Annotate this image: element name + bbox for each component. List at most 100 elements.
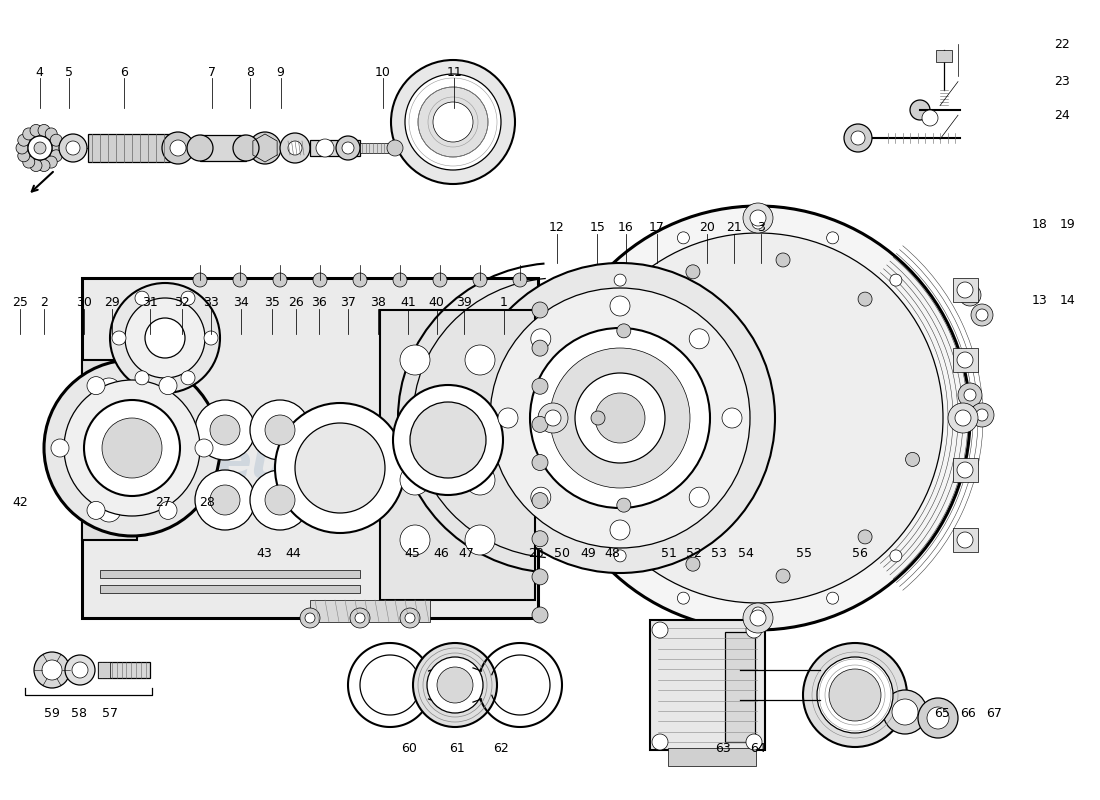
Circle shape [210,485,240,515]
Circle shape [532,302,548,318]
Bar [310,140,360,156]
Circle shape [305,613,315,623]
Text: 43: 43 [256,547,272,560]
Circle shape [550,348,690,488]
Circle shape [905,453,920,466]
Circle shape [400,525,430,555]
Bar [98,662,150,678]
Circle shape [135,291,149,305]
Circle shape [922,110,938,126]
Circle shape [353,273,367,287]
Text: 18: 18 [1032,218,1047,230]
Circle shape [195,439,213,457]
Text: 25: 25 [12,296,28,309]
Circle shape [722,408,742,428]
Circle shape [97,498,121,522]
Circle shape [686,557,700,571]
Circle shape [355,613,365,623]
Circle shape [39,125,50,137]
Circle shape [280,133,310,163]
Text: 27: 27 [155,496,170,509]
Circle shape [45,156,57,168]
Circle shape [400,345,430,375]
Circle shape [948,403,978,433]
Circle shape [393,273,407,287]
Circle shape [59,134,87,162]
Text: 40: 40 [429,296,444,309]
Circle shape [957,462,974,478]
Text: 38: 38 [371,296,386,309]
Text: 30: 30 [76,296,91,309]
Circle shape [776,253,790,267]
Circle shape [957,282,974,298]
Bar [936,50,952,62]
Circle shape [97,458,121,482]
Circle shape [776,569,790,583]
Text: 24: 24 [1054,109,1069,122]
Circle shape [145,318,185,358]
Text: 36: 36 [311,296,327,309]
Circle shape [829,669,881,721]
Text: 51: 51 [661,547,676,560]
Circle shape [958,383,982,407]
Circle shape [110,283,220,393]
Text: 2: 2 [40,296,48,309]
Circle shape [52,142,64,154]
Circle shape [170,140,186,156]
Text: 31: 31 [142,296,157,309]
Circle shape [336,136,360,160]
Text: 13: 13 [1032,294,1047,306]
Circle shape [42,660,62,680]
Bar [725,632,755,742]
Circle shape [427,657,483,713]
Text: 65: 65 [934,707,949,720]
Bar [200,135,246,161]
Circle shape [617,324,630,338]
Circle shape [970,403,994,427]
Circle shape [182,371,195,385]
Circle shape [187,135,213,161]
Text: 54: 54 [738,547,754,560]
Circle shape [473,273,487,287]
Circle shape [192,273,207,287]
Circle shape [265,485,295,515]
Circle shape [910,100,930,120]
Circle shape [976,309,988,321]
Circle shape [678,592,690,604]
Text: 12: 12 [549,221,564,234]
Text: 63: 63 [715,742,730,754]
Text: 53: 53 [712,547,727,560]
Circle shape [531,329,551,349]
Circle shape [498,408,518,428]
Bar [650,620,764,750]
Circle shape [817,657,893,733]
Text: 66: 66 [960,707,976,720]
Circle shape [532,569,548,585]
Circle shape [927,707,949,729]
Circle shape [405,613,415,623]
Circle shape [575,373,666,463]
Circle shape [752,217,764,229]
Circle shape [160,377,177,394]
Circle shape [690,329,710,349]
Circle shape [546,206,970,630]
Circle shape [275,403,405,533]
Circle shape [955,410,971,426]
Bar [953,458,978,482]
Circle shape [316,139,334,157]
Circle shape [51,439,69,457]
Circle shape [465,263,776,573]
Circle shape [433,102,473,142]
Text: 34: 34 [233,296,249,309]
Circle shape [18,134,30,146]
Bar [100,570,360,578]
Circle shape [405,74,500,170]
Circle shape [964,289,976,301]
Circle shape [892,699,918,725]
Text: 64: 64 [750,742,766,754]
Circle shape [387,140,403,156]
Circle shape [617,498,630,512]
Text: 45: 45 [405,547,420,560]
Circle shape [465,405,495,435]
Circle shape [614,274,626,286]
